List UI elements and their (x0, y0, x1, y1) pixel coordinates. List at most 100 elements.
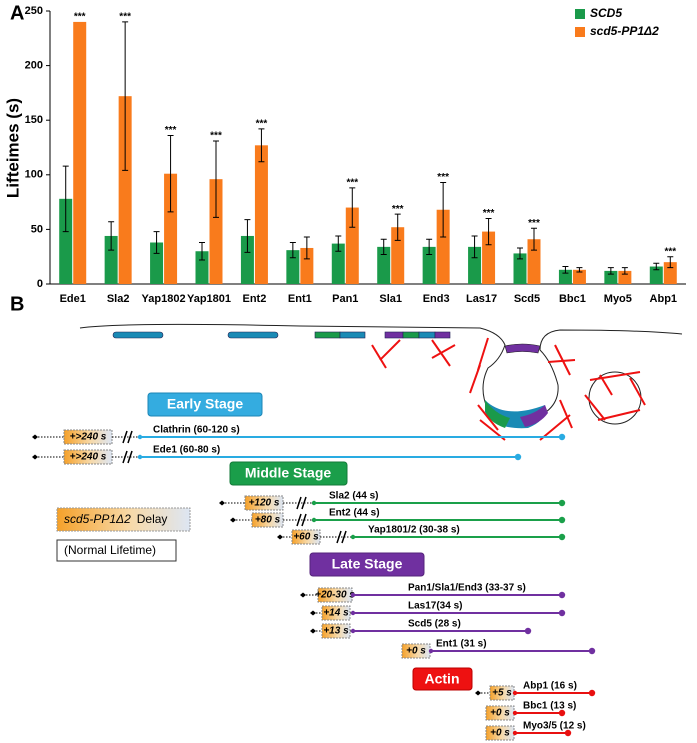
error-bar (380, 238, 387, 256)
delay-label: +>240 s (70, 432, 107, 443)
significance: *** (210, 131, 222, 142)
lead-diamond (219, 500, 225, 506)
bar (663, 262, 677, 284)
bar (254, 145, 268, 284)
legend-swatch (575, 27, 585, 37)
error-bar (258, 128, 265, 163)
lifetime-start (512, 710, 518, 716)
y-tick-label: 150 (25, 114, 43, 126)
bar (118, 96, 132, 285)
y-tick-label: 250 (25, 5, 43, 17)
lifetime-end (558, 709, 566, 717)
bar (513, 253, 527, 284)
lifetime-end (524, 627, 532, 635)
significance: *** (165, 125, 177, 136)
lifetime-start (311, 500, 317, 506)
x-tick-label: Ent2 (243, 293, 267, 305)
delay-label: +0 s (490, 728, 510, 739)
error-bar (576, 267, 583, 273)
legend-delay-text: scd5-PP1Δ2 Delay (64, 512, 167, 526)
x-tick-label: Abp1 (650, 293, 678, 305)
bar (286, 250, 300, 284)
bar (73, 21, 87, 284)
error-bar (471, 235, 478, 259)
lifetime-start (512, 690, 518, 696)
lead-diamond (475, 690, 481, 696)
error-bar (667, 256, 674, 269)
legend-label: SCD5 (590, 6, 622, 20)
y-tick-label: 0 (37, 278, 43, 290)
lifetime-start (137, 434, 143, 440)
panel-label: B (10, 293, 24, 315)
legend-swatch (575, 9, 585, 19)
error-bar (167, 134, 174, 213)
lead-diamond (230, 517, 236, 523)
significance: *** (346, 178, 358, 189)
significance: *** (483, 208, 495, 219)
y-axis-label: Lifteimes (s) (3, 98, 22, 198)
lifetime-end (514, 453, 522, 461)
legend-normal-text: (Normal Lifetime) (64, 543, 156, 557)
lifetime-start (350, 628, 356, 634)
legend-delay-box (56, 507, 191, 532)
lifetime-end (558, 516, 566, 524)
x-tick-label: Scd5 (514, 293, 540, 305)
bar (558, 269, 572, 284)
x-tick-label: Pan1 (332, 293, 358, 305)
bar (436, 209, 450, 284)
bar (104, 235, 118, 284)
protein-label: Scd5 (28 s) (408, 619, 461, 630)
bar (240, 235, 254, 284)
delay-label: +>240 s (70, 452, 107, 463)
bar (572, 269, 586, 284)
lifetime-start (350, 534, 356, 540)
x-tick-label: Las17 (466, 293, 497, 305)
delay-label: +0 s (490, 708, 510, 719)
lifetime-start (512, 730, 518, 736)
error-bar (440, 181, 447, 238)
error-bar (607, 267, 614, 275)
stage-box (229, 461, 348, 486)
error-bar (244, 219, 251, 253)
delay-label: +20-30 s (315, 590, 355, 601)
error-bar (517, 247, 523, 260)
x-tick-label: Myo5 (604, 293, 632, 305)
panel-label: A (10, 2, 24, 24)
error-bar (213, 140, 219, 218)
delay-label: +120 s (249, 498, 280, 509)
protein-label: Yap1801/2 (30-38 s) (368, 525, 460, 536)
stage-label: Early Stage (167, 396, 243, 412)
x-tick-label: Ent1 (288, 293, 312, 305)
error-bar (108, 221, 115, 251)
bar (468, 246, 482, 284)
bar (604, 270, 618, 284)
lifetime-end (558, 433, 566, 441)
x-tick-label: End3 (423, 293, 450, 305)
delay-label: +60 s (293, 532, 319, 543)
x-tick-label: Bbc1 (559, 293, 586, 305)
protein-label: Ent2 (44 s) (329, 508, 380, 519)
y-tick-label: 50 (31, 223, 43, 235)
lifetime-end (564, 729, 572, 737)
lead-diamond (277, 534, 283, 540)
break-mark (296, 513, 307, 527)
x-tick-label: Ede1 (60, 293, 86, 305)
bar (649, 266, 663, 284)
delay-label: +80 s (255, 515, 281, 526)
lifetime-end (558, 591, 566, 599)
bar (482, 231, 496, 284)
lifetime-end (558, 499, 566, 507)
error-bar (426, 238, 433, 256)
bar (59, 198, 73, 284)
error-bar (199, 242, 205, 261)
break-mark (122, 450, 133, 464)
delay-label: +14 s (323, 608, 349, 619)
error-bar (335, 235, 342, 252)
stage-box (147, 392, 263, 417)
lifetime-end (558, 533, 566, 541)
protein-label: Ent1 (31 s) (436, 639, 487, 650)
protein-label: Las17(34 s) (408, 601, 462, 612)
error-bar (653, 262, 660, 271)
break-mark (296, 496, 307, 510)
